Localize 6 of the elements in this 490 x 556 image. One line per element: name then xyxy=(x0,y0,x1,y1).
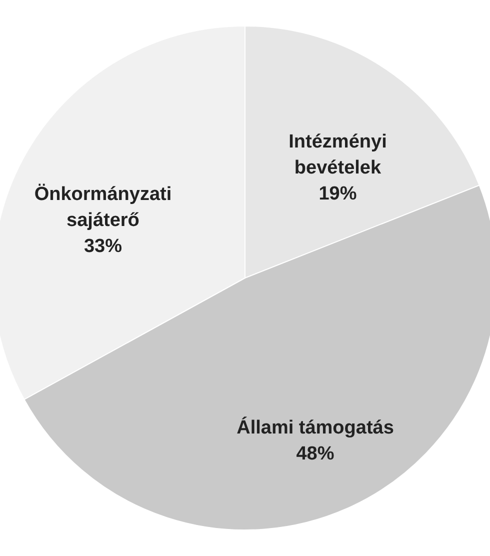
slice-label: Intézményi bevételek xyxy=(288,132,387,179)
slice-label: Önkormányzati sajáterő xyxy=(34,183,172,232)
slice-label: Állami támogatás xyxy=(236,416,394,438)
data-label: 33% xyxy=(84,236,122,258)
data-label: 48% xyxy=(296,443,334,464)
data-label: 19% xyxy=(318,184,357,205)
